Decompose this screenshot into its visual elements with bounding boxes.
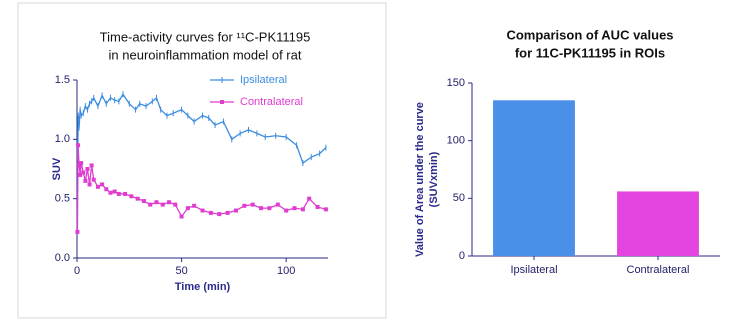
y-axis-label: Value of Area under the curve [414, 102, 426, 257]
data-line [76, 93, 327, 165]
x-axis-label: Time (min) [175, 281, 231, 293]
y-tick-label: 150 [447, 77, 465, 89]
y-axis-label: SUV [51, 157, 63, 180]
chart-title: Comparison of AUC values [506, 27, 673, 42]
point [233, 208, 238, 213]
x-tick-label: 0 [74, 265, 80, 277]
point [95, 184, 100, 189]
point [267, 206, 272, 211]
point [185, 206, 190, 211]
y-tick-label: 0 [459, 250, 465, 262]
point [77, 163, 82, 168]
point [76, 143, 81, 148]
point [87, 182, 92, 187]
point [167, 200, 172, 205]
point [250, 202, 255, 207]
point [81, 170, 86, 175]
point [91, 177, 96, 182]
point [292, 206, 297, 211]
point [78, 172, 83, 177]
point [284, 208, 289, 213]
point [192, 203, 197, 208]
chart-title: in neuroinflammation model of rat [109, 47, 302, 62]
point [217, 212, 222, 217]
point [75, 229, 80, 234]
bar [493, 100, 575, 256]
point [242, 203, 247, 208]
y-tick-label: 0.5 [55, 193, 70, 205]
point [112, 189, 117, 194]
point [141, 199, 146, 204]
point [108, 190, 113, 195]
point [307, 196, 312, 201]
point [323, 207, 328, 212]
point [173, 202, 178, 207]
legend-marker [220, 100, 224, 104]
y-tick-label: 0.0 [55, 252, 70, 264]
point [200, 208, 205, 213]
y-tick-label: 50 [453, 192, 465, 204]
x-tick-label: 50 [175, 265, 187, 277]
legend-label: Contralateral [240, 96, 303, 108]
x-tick-label: Ipsilateral [510, 264, 557, 276]
point [123, 191, 128, 196]
x-tick-label: 100 [277, 265, 295, 277]
point [208, 210, 213, 215]
point [83, 178, 88, 183]
point [116, 191, 121, 196]
y-tick-label: 1.5 [55, 74, 70, 86]
point [225, 210, 230, 215]
point [129, 194, 134, 199]
y-tick-label: 100 [447, 135, 465, 147]
point [179, 214, 184, 219]
point [85, 167, 90, 171]
x-tick-label: Contralateral [627, 264, 690, 276]
point [135, 196, 140, 201]
y-tick-label: 1.0 [55, 133, 70, 145]
point [104, 187, 109, 192]
point [89, 163, 94, 168]
point [300, 207, 305, 212]
bar [617, 191, 699, 256]
point [79, 161, 84, 166]
point [154, 200, 159, 205]
point [100, 182, 105, 187]
point [148, 202, 153, 207]
point [315, 204, 320, 209]
chart-title: Time-activity curves for ¹¹C-PK11195 [100, 29, 311, 44]
point [160, 202, 165, 207]
legend-label: Ipsilateral [240, 74, 287, 86]
chart-title: for 11C-PK11195 in ROIs [515, 45, 665, 60]
point [259, 206, 264, 211]
point [275, 202, 280, 207]
y-axis-label: (SUVxmin) [428, 151, 440, 207]
